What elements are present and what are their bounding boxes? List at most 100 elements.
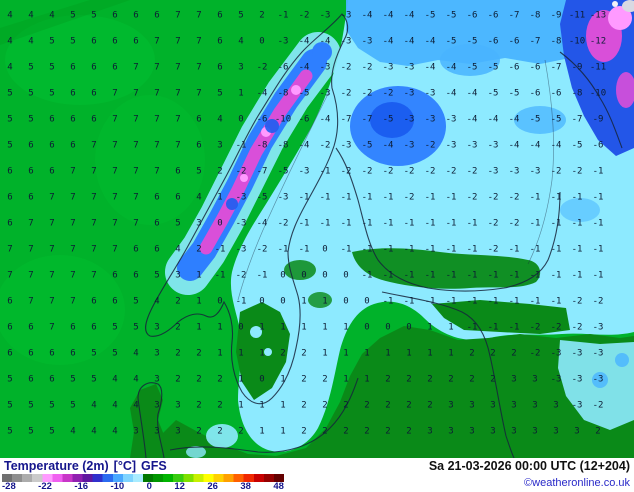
temp-value: 7	[91, 244, 97, 255]
temp-value: -2	[277, 218, 289, 229]
temp-value: 7	[133, 88, 139, 99]
temp-value: -3	[403, 88, 415, 99]
temp-value: -3	[277, 192, 289, 203]
temp-value: 6	[7, 166, 13, 177]
temp-value: 2	[406, 426, 412, 437]
temp-value: -6	[256, 114, 268, 125]
temp-value: 5	[133, 322, 139, 333]
temp-value: 3	[490, 400, 496, 411]
temp-value: -1	[235, 140, 247, 151]
temp-value: -2	[571, 166, 583, 177]
temp-value: 0	[238, 114, 244, 125]
temp-value: 6	[28, 166, 34, 177]
temp-value: 2	[301, 374, 307, 385]
temp-value: 5	[70, 374, 76, 385]
temp-value: 7	[133, 218, 139, 229]
temp-value: -2	[403, 166, 415, 177]
temp-value: 1	[301, 322, 307, 333]
temp-value: 7	[28, 296, 34, 307]
temp-value: 6	[49, 140, 55, 151]
temp-value: -1	[424, 270, 436, 281]
temp-value: 7	[28, 244, 34, 255]
temp-value: -3	[508, 166, 520, 177]
temp-value: -4	[298, 36, 310, 47]
temp-value: -1	[403, 244, 415, 255]
temp-value: 0	[406, 322, 412, 333]
temp-value: 1	[280, 322, 286, 333]
temp-value: 7	[112, 140, 118, 151]
temp-value: -2	[298, 10, 310, 21]
temp-value: -6	[508, 62, 520, 73]
temp-value: -1	[298, 244, 310, 255]
temp-value: 5	[91, 348, 97, 359]
color-scale-ticks: -28 -22 -16 -10 0 12 26 38 48	[2, 482, 284, 492]
copyright-link[interactable]: ©weatheronline.co.uk	[524, 477, 630, 489]
temp-value: -2	[529, 348, 541, 359]
temp-value: -2	[340, 88, 352, 99]
temp-value: 5	[28, 426, 34, 437]
temp-value: -1	[445, 244, 457, 255]
temp-value: -4	[529, 140, 541, 151]
temp-value: 6	[217, 62, 223, 73]
temp-value: -2	[550, 166, 562, 177]
temp-value: 1	[217, 192, 223, 203]
temp-value: -5	[466, 62, 478, 73]
temp-value: -4	[403, 36, 415, 47]
temp-value: -2	[592, 296, 604, 307]
temp-value: 4	[175, 244, 181, 255]
ocean-texture	[0, 0, 205, 365]
temp-value: -1	[424, 192, 436, 203]
temp-value: 0	[280, 296, 286, 307]
temp-value: -9	[571, 62, 583, 73]
temp-value: 7	[91, 166, 97, 177]
temp-value: 4	[91, 400, 97, 411]
temp-value: 1	[196, 322, 202, 333]
temp-value: 3	[217, 140, 223, 151]
temp-value: -8	[256, 140, 268, 151]
temp-value: 1	[238, 88, 244, 99]
temp-value: -4	[382, 140, 394, 151]
temp-value: 1	[217, 348, 223, 359]
temp-value: -1	[361, 270, 373, 281]
map-title: Temperature (2m) [°C] GFS	[4, 459, 172, 473]
temp-value: -1	[550, 192, 562, 203]
temp-value: -1	[361, 192, 373, 203]
temp-value: 2	[364, 400, 370, 411]
temp-value: -3	[592, 348, 604, 359]
temp-value: -1	[340, 218, 352, 229]
temp-value: 2	[595, 426, 601, 437]
temp-value: -1	[445, 192, 457, 203]
temp-value: 3	[511, 374, 517, 385]
temp-value: 2	[511, 348, 517, 359]
temp-value: -1	[550, 218, 562, 229]
temp-value: 6	[91, 88, 97, 99]
temp-value: -5	[508, 88, 520, 99]
temp-value: -3	[424, 114, 436, 125]
temp-value: 3	[154, 348, 160, 359]
temp-value: 4	[238, 36, 244, 47]
temp-value: -8	[571, 88, 583, 99]
temp-value: 7	[112, 192, 118, 203]
temp-value: -2	[382, 88, 394, 99]
temp-value: 7	[70, 218, 76, 229]
temp-value: 5	[112, 348, 118, 359]
temp-value: 4	[217, 114, 223, 125]
temp-value: -7	[256, 166, 268, 177]
temp-value: 6	[28, 140, 34, 151]
color-scale-bar	[2, 474, 284, 482]
temp-value: 1	[322, 322, 328, 333]
temp-value: 4	[7, 62, 13, 73]
temp-value: 4	[112, 400, 118, 411]
temp-value: -1	[487, 322, 499, 333]
temp-value: 2	[322, 374, 328, 385]
temp-value: 5	[217, 88, 223, 99]
temp-value: 7	[28, 270, 34, 281]
temp-value: 4	[28, 36, 34, 47]
legend-bar: Temperature (2m) [°C] GFS Sa 21-03-2026 00…	[0, 458, 634, 492]
temp-value: 6	[112, 296, 118, 307]
temp-value: 6	[49, 166, 55, 177]
temp-value: 6	[133, 244, 139, 255]
temp-value: -3	[529, 166, 541, 177]
temp-value: 2	[343, 400, 349, 411]
temp-value: -3	[298, 166, 310, 177]
